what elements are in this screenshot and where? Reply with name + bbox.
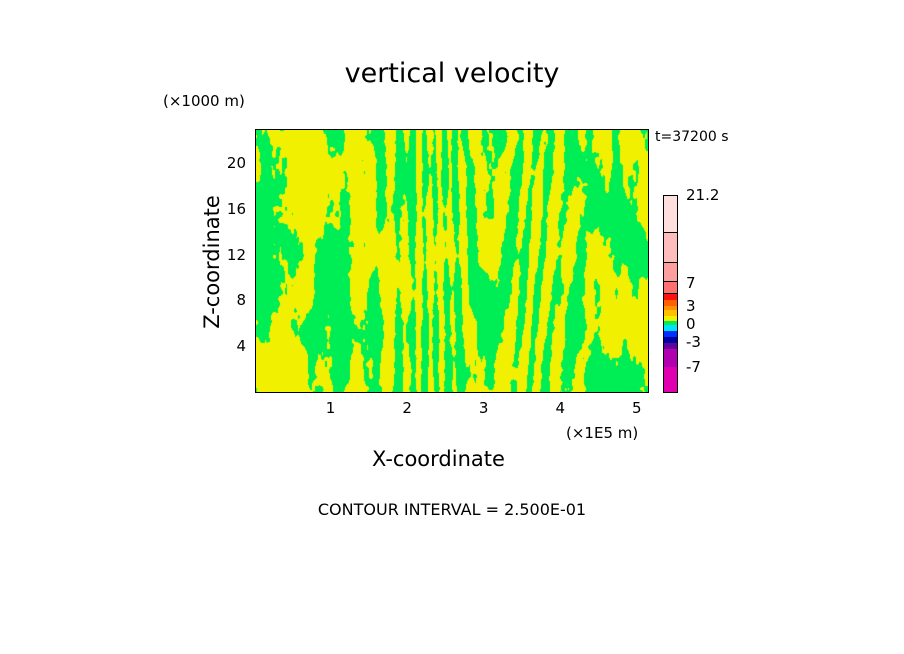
colorbar-segment (664, 262, 677, 283)
colorbar-label: 21.2 (686, 186, 720, 204)
y-tick-label: 12 (226, 245, 246, 264)
velocity-field-heatmap (256, 130, 648, 392)
x-tick-label: 4 (555, 399, 566, 417)
colorbar-segment (664, 233, 677, 263)
colorbar-label: 7 (686, 274, 696, 292)
colorbar-segment (664, 305, 677, 310)
colorbar-label: 0 (686, 315, 696, 333)
chart-title: vertical velocity (344, 58, 560, 89)
colorbar-segment (664, 325, 677, 332)
colorbar-segment (664, 315, 677, 322)
y-tick-label: 4 (236, 337, 246, 356)
y-unit-label: (×1000 m) (163, 92, 245, 110)
colorbar-segment (664, 348, 677, 367)
colorbar-segment (664, 321, 677, 326)
colorbar-label: -3 (686, 333, 701, 351)
colorbar-segment (664, 196, 677, 234)
colorbar-segment (664, 331, 677, 338)
colorbar-segment (664, 294, 677, 300)
colorbar-segment (664, 366, 677, 392)
x-tick-label: 5 (632, 399, 642, 417)
x-unit-label: (×1E5 m) (566, 424, 639, 442)
colorbar-segment (664, 299, 677, 306)
x-tick-label: 1 (325, 399, 336, 417)
time-label: t=37200 s (655, 129, 729, 145)
colorbar-segment (664, 282, 677, 294)
colorbar-segment (664, 309, 677, 316)
colorbar (663, 195, 678, 393)
colorbar-segment (664, 337, 677, 343)
y-tick-label: 8 (236, 291, 246, 310)
x-axis-label: X-coordinate (372, 447, 505, 471)
x-tick-label: 2 (402, 399, 412, 417)
y-tick-label: 20 (226, 154, 246, 173)
contour-interval-label: CONTOUR INTERVAL = 2.500E-01 (317, 500, 587, 519)
y-axis-label: Z-coordinate (200, 195, 224, 329)
colorbar-segment (664, 343, 677, 349)
x-tick-label: 3 (478, 399, 489, 417)
colorbar-label: -7 (686, 358, 701, 376)
y-tick-label: 16 (226, 199, 246, 218)
colorbar-label: 3 (686, 297, 696, 315)
